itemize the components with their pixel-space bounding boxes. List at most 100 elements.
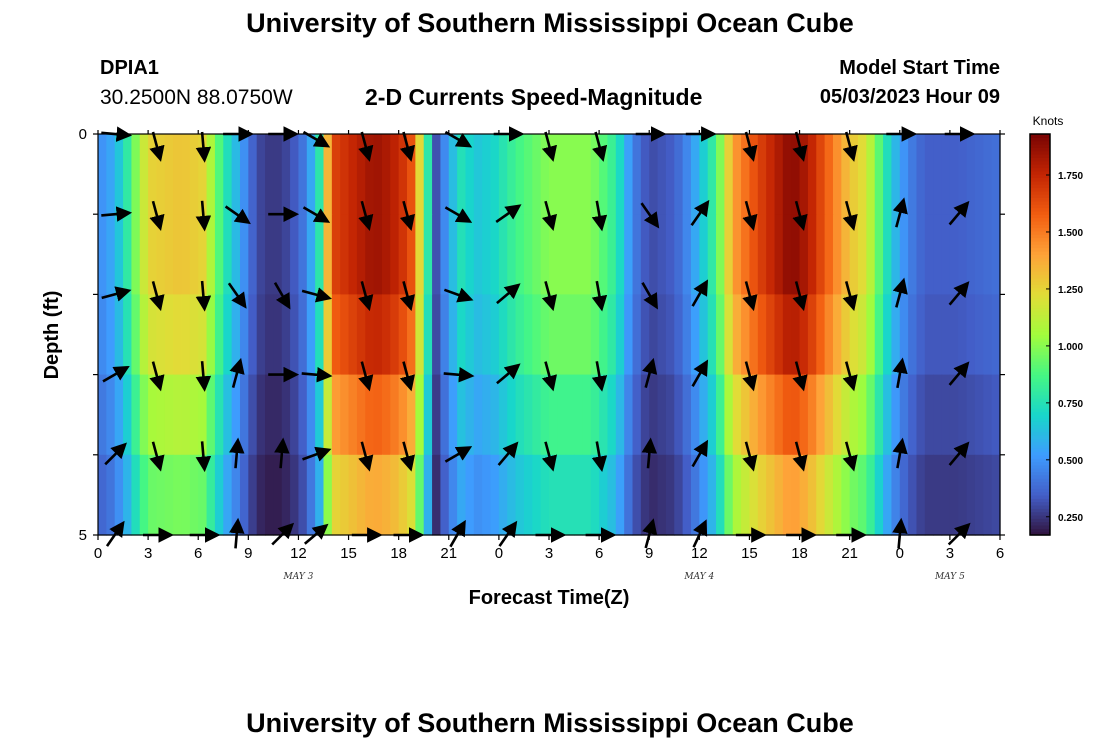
current-vector-arrow [149, 361, 165, 392]
heatmap-cell [690, 134, 700, 215]
heatmap-cell [381, 134, 391, 215]
heatmap-cell [924, 294, 934, 376]
heatmap-cell [498, 214, 508, 295]
heatmap-cell [281, 294, 291, 376]
heatmap-cell [423, 214, 433, 295]
heatmap-cell [448, 374, 458, 456]
heatmap-cell [265, 134, 274, 215]
heatmap-cell [381, 454, 391, 536]
current-vector-arrow [497, 441, 519, 466]
heatmap-cell [791, 374, 801, 456]
heatmap-cell [340, 134, 350, 215]
current-vector-arrow [443, 287, 474, 303]
heatmap-cell [290, 294, 300, 376]
colorbar-segment [1030, 431, 1050, 436]
heatmap-cell [507, 294, 517, 376]
heatmap-cell [515, 454, 525, 536]
colorbar-segment [1030, 267, 1050, 272]
heatmap-cell [991, 294, 1001, 376]
heatmap-cell [181, 214, 191, 295]
heatmap-cell [523, 454, 533, 536]
heatmap-cell [198, 454, 208, 536]
heatmap-cell [799, 214, 809, 295]
heatmap-cell [239, 214, 249, 295]
heatmap-cell [858, 294, 867, 376]
current-vector-arrow [399, 281, 415, 312]
heatmap-cell [189, 294, 199, 376]
heatmap-cell [265, 214, 274, 295]
heatmap-cell [741, 294, 751, 376]
heatmap-cell [949, 294, 959, 376]
heatmap-cell [131, 294, 141, 376]
heatmap-cell [407, 214, 416, 295]
y-tick-label: 5 [79, 527, 87, 544]
heatmap-cell [549, 294, 558, 376]
current-vector-arrow [195, 131, 212, 163]
heatmap-cell [156, 134, 166, 215]
heatmap-cell [532, 374, 542, 456]
heatmap-cell [716, 454, 725, 536]
date-label: MAY 4 [683, 572, 714, 582]
heatmap-cell [924, 214, 934, 295]
heatmap-cell [916, 374, 926, 456]
heatmap-cell [966, 294, 976, 376]
heatmap-cell [256, 214, 266, 295]
heatmap-cell [448, 214, 458, 295]
heatmap-cell [941, 134, 951, 215]
heatmap-cell [256, 454, 266, 536]
heatmap-cell [114, 214, 124, 295]
heatmap-cell [732, 374, 742, 456]
heatmap-cell [590, 294, 600, 376]
heatmap-cell [281, 134, 291, 215]
heatmap-cell [156, 294, 166, 376]
heatmap-cell [239, 454, 249, 536]
current-vector-arrow [842, 281, 858, 312]
heatmap-cell [498, 294, 508, 376]
colorbar-segment [1030, 347, 1050, 352]
heatmap-cell [114, 294, 124, 376]
heatmap-cell [690, 214, 700, 295]
colorbar-segment [1030, 254, 1050, 259]
heatmap-cell [348, 214, 358, 295]
heatmap-cell [515, 294, 525, 376]
colorbar-segment [1030, 377, 1050, 382]
heatmap-cell [832, 294, 842, 376]
colorbar-segment [1030, 451, 1050, 456]
heatmap-cell [574, 214, 584, 295]
colorbar-segment [1030, 501, 1050, 506]
heatmap-cell [632, 454, 642, 536]
colorbar-segment [1030, 274, 1050, 279]
colorbar-segment [1030, 177, 1050, 182]
heatmap-cell [148, 294, 158, 376]
colorbar-segment [1030, 301, 1050, 306]
heatmap-cell [574, 294, 584, 376]
heatmap-cell [874, 374, 884, 456]
heatmap-cell [916, 214, 926, 295]
heatmap-cell [958, 214, 968, 295]
footer-title: University of Southern Mississippi Ocean… [246, 708, 854, 738]
current-vector-arrow [399, 441, 415, 472]
heatmap-cell [607, 374, 617, 456]
heatmap-cell [899, 374, 909, 456]
colorbar-segment [1030, 471, 1050, 476]
heatmap-cell [949, 374, 959, 456]
heatmap-cell [482, 134, 492, 215]
heatmap-cell [657, 134, 667, 215]
current-vector-arrow [399, 131, 416, 162]
heatmap-cell [766, 214, 776, 295]
colorbar-segment [1030, 180, 1050, 185]
current-vector-arrow [541, 441, 557, 472]
current-vector-arrow [892, 437, 908, 469]
current-vector-arrow [842, 131, 858, 162]
colorbar-segment [1030, 531, 1050, 536]
heatmap-cell [298, 134, 308, 215]
colorbar-tick-label: 0.250 [1058, 513, 1083, 524]
colorbar-segment [1030, 194, 1050, 199]
heatmap-cell [181, 374, 191, 456]
heatmap-cell [223, 374, 233, 456]
heatmap-cell [423, 374, 433, 456]
heatmap-cell [782, 374, 792, 456]
heatmap-cell [974, 454, 984, 536]
colorbar-segment [1030, 200, 1050, 205]
colorbar-segment [1030, 334, 1050, 339]
